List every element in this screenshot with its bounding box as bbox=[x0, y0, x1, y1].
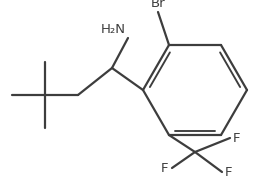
Text: F: F bbox=[161, 161, 168, 174]
Text: F: F bbox=[225, 166, 232, 178]
Text: F: F bbox=[233, 132, 240, 145]
Text: Br: Br bbox=[151, 0, 165, 10]
Text: H₂N: H₂N bbox=[100, 23, 125, 36]
